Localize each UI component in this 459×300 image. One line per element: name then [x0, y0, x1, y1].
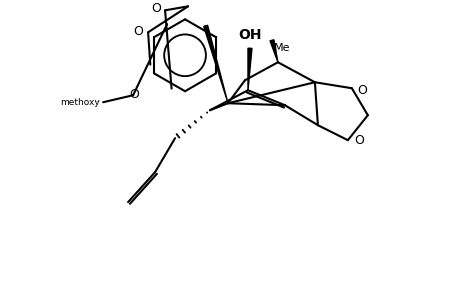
Text: O: O — [133, 25, 143, 38]
Polygon shape — [269, 40, 277, 62]
Text: O: O — [353, 134, 363, 147]
Polygon shape — [203, 25, 228, 103]
Text: O: O — [356, 84, 366, 97]
Text: methoxy: methoxy — [95, 100, 101, 102]
Text: OH: OH — [238, 28, 261, 42]
Text: Me: Me — [274, 43, 290, 53]
Polygon shape — [247, 48, 252, 90]
Text: O: O — [129, 88, 139, 101]
Text: methoxy: methoxy — [60, 98, 100, 107]
Text: O: O — [151, 2, 161, 15]
